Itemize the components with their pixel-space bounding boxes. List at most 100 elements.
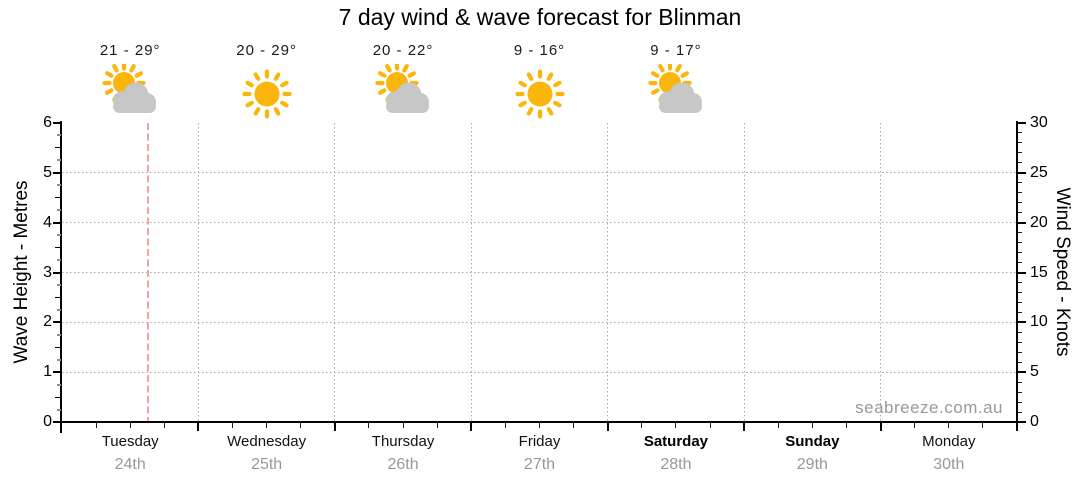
- y-axis-left-minor-tick: [57, 408, 61, 411]
- cloud-shape: [658, 82, 702, 113]
- y-axis-left-major-tick: [53, 271, 61, 274]
- y-axis-right-minor-tick: [1018, 381, 1022, 383]
- y-axis-left-major-tick: [53, 221, 61, 224]
- y-axis-left-tick-label: 6: [43, 114, 52, 131]
- sun-ray: [680, 71, 689, 78]
- y-axis-right-tick-label: 20: [1030, 213, 1048, 231]
- y-axis-left-half-tick: [55, 247, 61, 249]
- y-axis-right-minor-tick: [1018, 401, 1022, 403]
- x-axis-minor-tick: [811, 423, 813, 428]
- x-axis-day-boundary-tick: [606, 423, 609, 431]
- sun-icon: [512, 66, 568, 127]
- y-axis-right-minor-tick: [1018, 311, 1022, 313]
- y-axis-right-major-tick: [1018, 122, 1026, 124]
- x-axis-minor-tick: [95, 423, 97, 428]
- y-axis-right-major-tick: [1018, 371, 1026, 374]
- x-axis-minor-tick: [914, 423, 916, 428]
- sun-ray: [546, 72, 553, 81]
- cloud-shape: [113, 82, 157, 113]
- x-axis-day-boundary-tick: [470, 423, 473, 431]
- sun-ray: [526, 72, 533, 81]
- y-axis-left: [60, 121, 62, 433]
- sun-ray: [407, 71, 417, 78]
- y-axis-right-minor-tick: [1018, 232, 1022, 234]
- y-axis-left-minor-tick: [57, 234, 61, 237]
- x-axis-minor-tick: [982, 423, 984, 428]
- sun-ray: [658, 63, 665, 73]
- y-axis-right-major-tick: [1018, 271, 1026, 274]
- y-axis-left-tick-label: 2: [43, 313, 52, 331]
- y-axis-right-major-tick: [1018, 221, 1026, 224]
- x-axis-minor-tick: [129, 423, 131, 428]
- date-label-24th: 24th: [114, 456, 146, 473]
- y-axis-right-minor-tick: [1018, 341, 1022, 343]
- day-boundary-gridline: [607, 123, 609, 422]
- x-axis-minor-tick: [539, 423, 540, 428]
- horizontal-gridline: [62, 371, 1017, 373]
- day-boundary-gridline: [197, 123, 199, 422]
- x-axis-minor-tick: [232, 423, 234, 428]
- y-axis-right-minor-tick: [1018, 281, 1022, 283]
- y-axis-left-major-tick: [53, 421, 61, 423]
- y-axis-right-tick-label: 0: [1030, 413, 1039, 430]
- day-boundary-gridline: [470, 123, 472, 422]
- sun-ray: [552, 100, 562, 108]
- temperature-range-label: 20 - 22°: [372, 42, 434, 59]
- y-axis-left-tick-label: 1: [43, 363, 52, 381]
- x-axis-minor-tick: [641, 423, 643, 428]
- sun-ray: [129, 63, 137, 73]
- y-axis-right-tick-label: 15: [1030, 263, 1048, 281]
- y-axis-right-major-tick: [1018, 421, 1026, 423]
- y-axis-right-major-tick: [1018, 321, 1026, 324]
- cloud-shape: [386, 82, 430, 113]
- x-axis-minor-tick: [948, 423, 950, 428]
- sun-glyph: [514, 69, 565, 119]
- x-axis-day-boundary-tick: [879, 423, 882, 431]
- x-axis-day-boundary-tick: [333, 423, 336, 431]
- day-label-thursday: Thursday: [371, 433, 435, 450]
- sun-ray: [253, 107, 261, 116]
- sun-ray: [105, 71, 114, 78]
- x-axis-minor-tick: [675, 423, 677, 428]
- day-boundary-gridline: [880, 123, 882, 422]
- sun-ray: [253, 72, 260, 81]
- y-axis-right-tick-label: 25: [1030, 163, 1048, 181]
- y-axis-left-minor-tick: [57, 159, 61, 162]
- y-axis-left-half-tick: [55, 296, 61, 298]
- temperature-range-label: 9 - 17°: [650, 42, 702, 59]
- sun-cloud-icon: [101, 61, 159, 123]
- x-axis-day-boundary-tick: [197, 423, 200, 431]
- y-axis-right-minor-tick: [1018, 411, 1022, 413]
- y-axis-right-minor-tick: [1018, 132, 1022, 134]
- sun-ray: [650, 71, 660, 78]
- sun-ray: [273, 107, 281, 116]
- sun-ray: [112, 63, 120, 73]
- y-axis-right-tick-label: 30: [1030, 114, 1048, 131]
- y-axis-left-major-tick: [53, 171, 61, 174]
- y-axis-left-tick-label: 5: [43, 163, 52, 181]
- y-axis-left-half-tick: [55, 396, 61, 398]
- y-axis-left-major-tick: [53, 122, 61, 124]
- sun-cloud-icon: [374, 61, 432, 123]
- y-axis-left-tick-label: 4: [43, 213, 52, 231]
- x-axis-minor-tick: [300, 423, 302, 428]
- y-axis-right: [1016, 121, 1018, 431]
- y-axis-right-minor-tick: [1018, 361, 1022, 363]
- y-axis-right-minor-tick: [1018, 291, 1022, 293]
- y-axis-right-minor-tick: [1018, 301, 1022, 303]
- y-axis-left-tick-label: 0: [43, 413, 52, 430]
- sun-ray: [402, 63, 409, 73]
- horizontal-gridline: [62, 222, 1017, 224]
- sun-ray: [279, 80, 289, 88]
- x-axis-minor-tick: [845, 423, 847, 428]
- y-axis-right-minor-tick: [1018, 202, 1022, 204]
- sun-ray: [517, 100, 527, 108]
- temperature-range-label: 9 - 16°: [513, 42, 566, 59]
- sun-disc: [527, 81, 552, 107]
- y-axis-left-half-tick: [55, 197, 61, 199]
- sun-icon: [239, 66, 295, 127]
- y-axis-right-minor-tick: [1018, 391, 1022, 393]
- sun-ray: [273, 72, 281, 81]
- day-label-sunday: Sunday: [785, 433, 840, 450]
- y-axis-left-minor-tick: [57, 184, 61, 187]
